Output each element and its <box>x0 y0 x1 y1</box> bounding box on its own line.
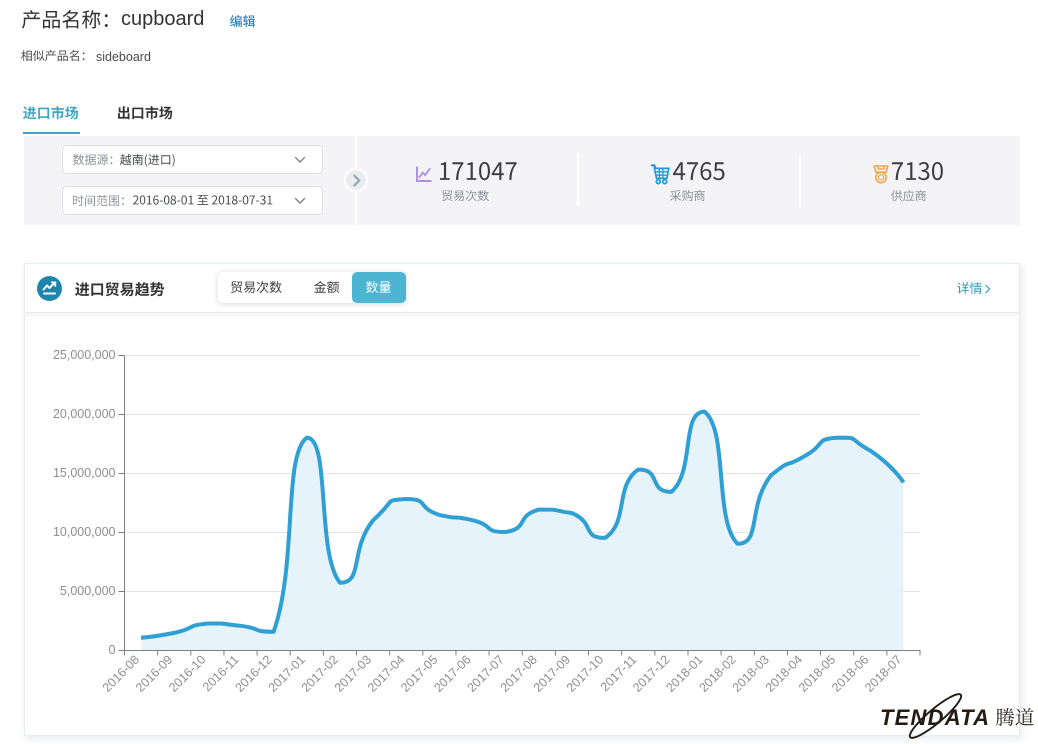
svg-text:TENDATA: TENDATA <box>880 705 990 730</box>
svg-text:15,000,000: 15,000,000 <box>53 466 116 480</box>
svg-text:2017-10: 2017-10 <box>564 652 606 694</box>
svg-text:0: 0 <box>109 643 116 657</box>
svg-text:10,000,000: 10,000,000 <box>53 525 116 539</box>
svg-text:5,000,000: 5,000,000 <box>60 584 116 598</box>
svg-text:20,000,000: 20,000,000 <box>53 407 116 421</box>
svg-text:25,000,000: 25,000,000 <box>53 348 116 362</box>
svg-text:2016-10: 2016-10 <box>166 652 208 694</box>
